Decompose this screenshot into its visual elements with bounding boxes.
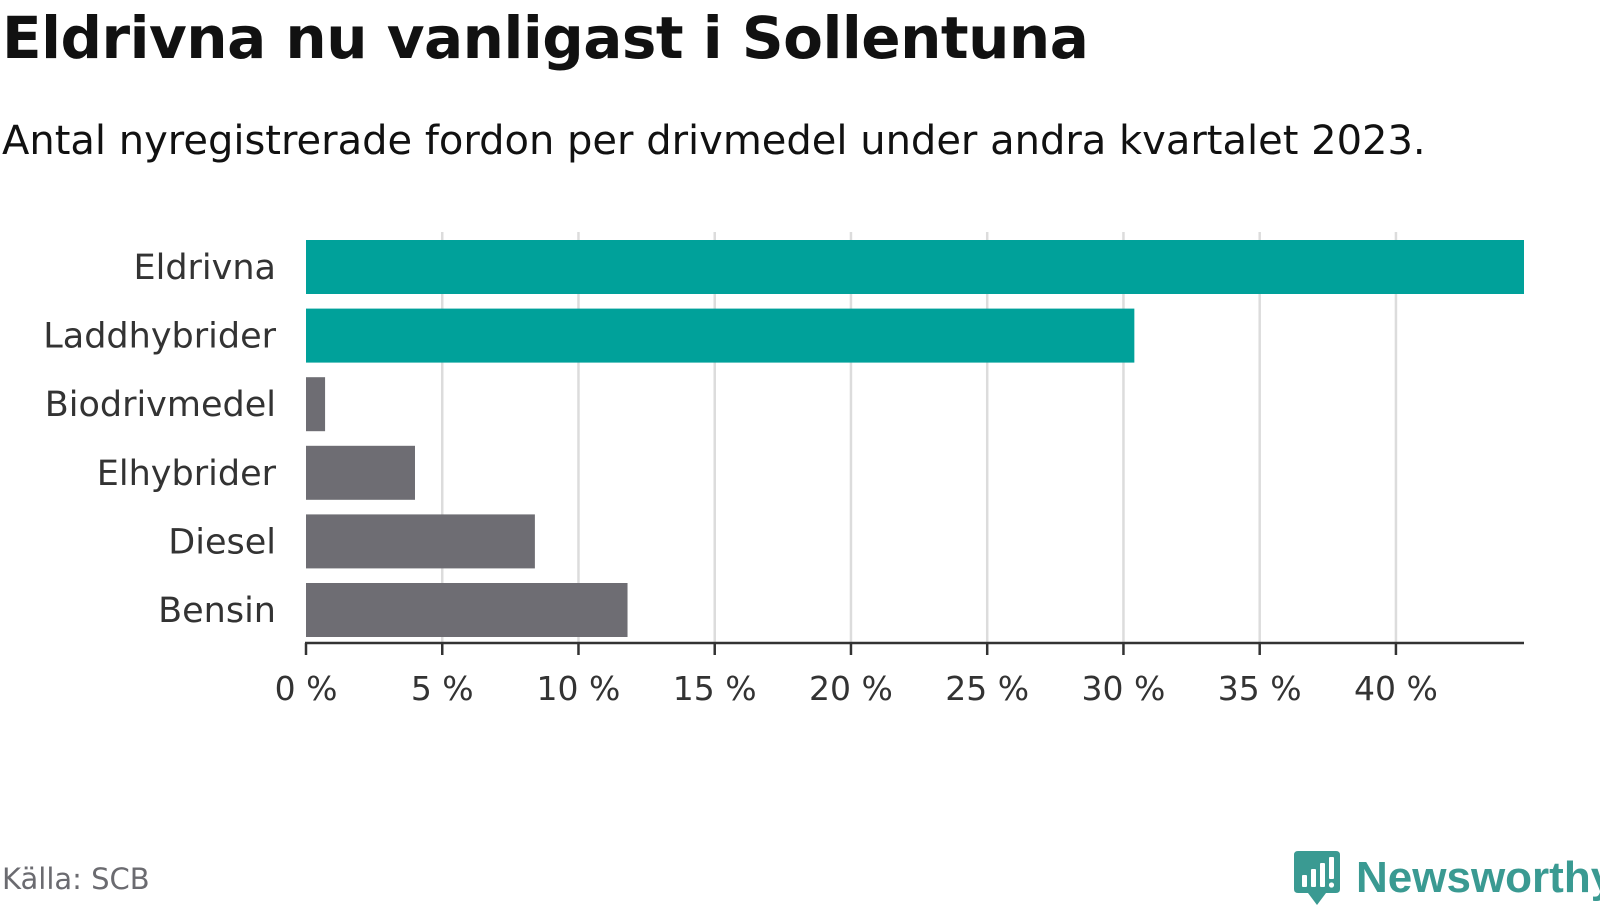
category-label: Bensin	[158, 591, 276, 631]
bar	[306, 445, 415, 500]
category-label: Diesel	[168, 522, 276, 562]
brand-name: Newsworthy	[1356, 853, 1600, 902]
category-label: Eldrivna	[133, 248, 276, 288]
x-tick-label: 10 %	[537, 669, 621, 708]
x-tick-label: 25 %	[945, 669, 1029, 708]
bar	[306, 583, 628, 637]
category-label: Biodrivmedel	[45, 385, 276, 425]
chart-title: Eldrivna nu vanligast i Sollentuna	[2, 4, 1089, 72]
gridlines	[440, 232, 1398, 643]
x-tick-label: 20 %	[809, 669, 893, 708]
category-labels: Eldrivna Laddhybrider Biodrivmedel Elhybrid…	[43, 248, 276, 631]
category-label: Elhybrider	[97, 454, 277, 494]
x-tick-label: 40 %	[1354, 669, 1438, 708]
x-tick-label: 0 %	[275, 669, 338, 708]
bars	[306, 240, 1524, 637]
x-axis: 0 % 5 % 10 % 15 % 20 % 25 % 30 % 35 % 40 %	[275, 641, 1524, 708]
x-tick-label: 5 %	[411, 669, 474, 708]
bar-chart: 0 % 5 % 10 % 15 % 20 % 25 % 30 % 35 % 40 % Eldri…	[43, 232, 1524, 708]
category-label: Laddhybrider	[43, 317, 276, 357]
x-tick-label: 35 %	[1218, 669, 1302, 708]
x-tick-label: 15 %	[673, 669, 757, 708]
bar	[306, 377, 326, 432]
bar	[306, 240, 1524, 294]
brand-logo: Newsworthy	[1292, 848, 1600, 908]
bar	[306, 514, 535, 569]
source-note: Källa: SCB	[2, 862, 150, 896]
newsworthy-logo-icon	[1294, 851, 1340, 905]
chart-subtitle: Antal nyregistrerade fordon per drivmede…	[2, 118, 1426, 164]
bar	[306, 308, 1135, 363]
x-tick-label: 30 %	[1082, 669, 1166, 708]
